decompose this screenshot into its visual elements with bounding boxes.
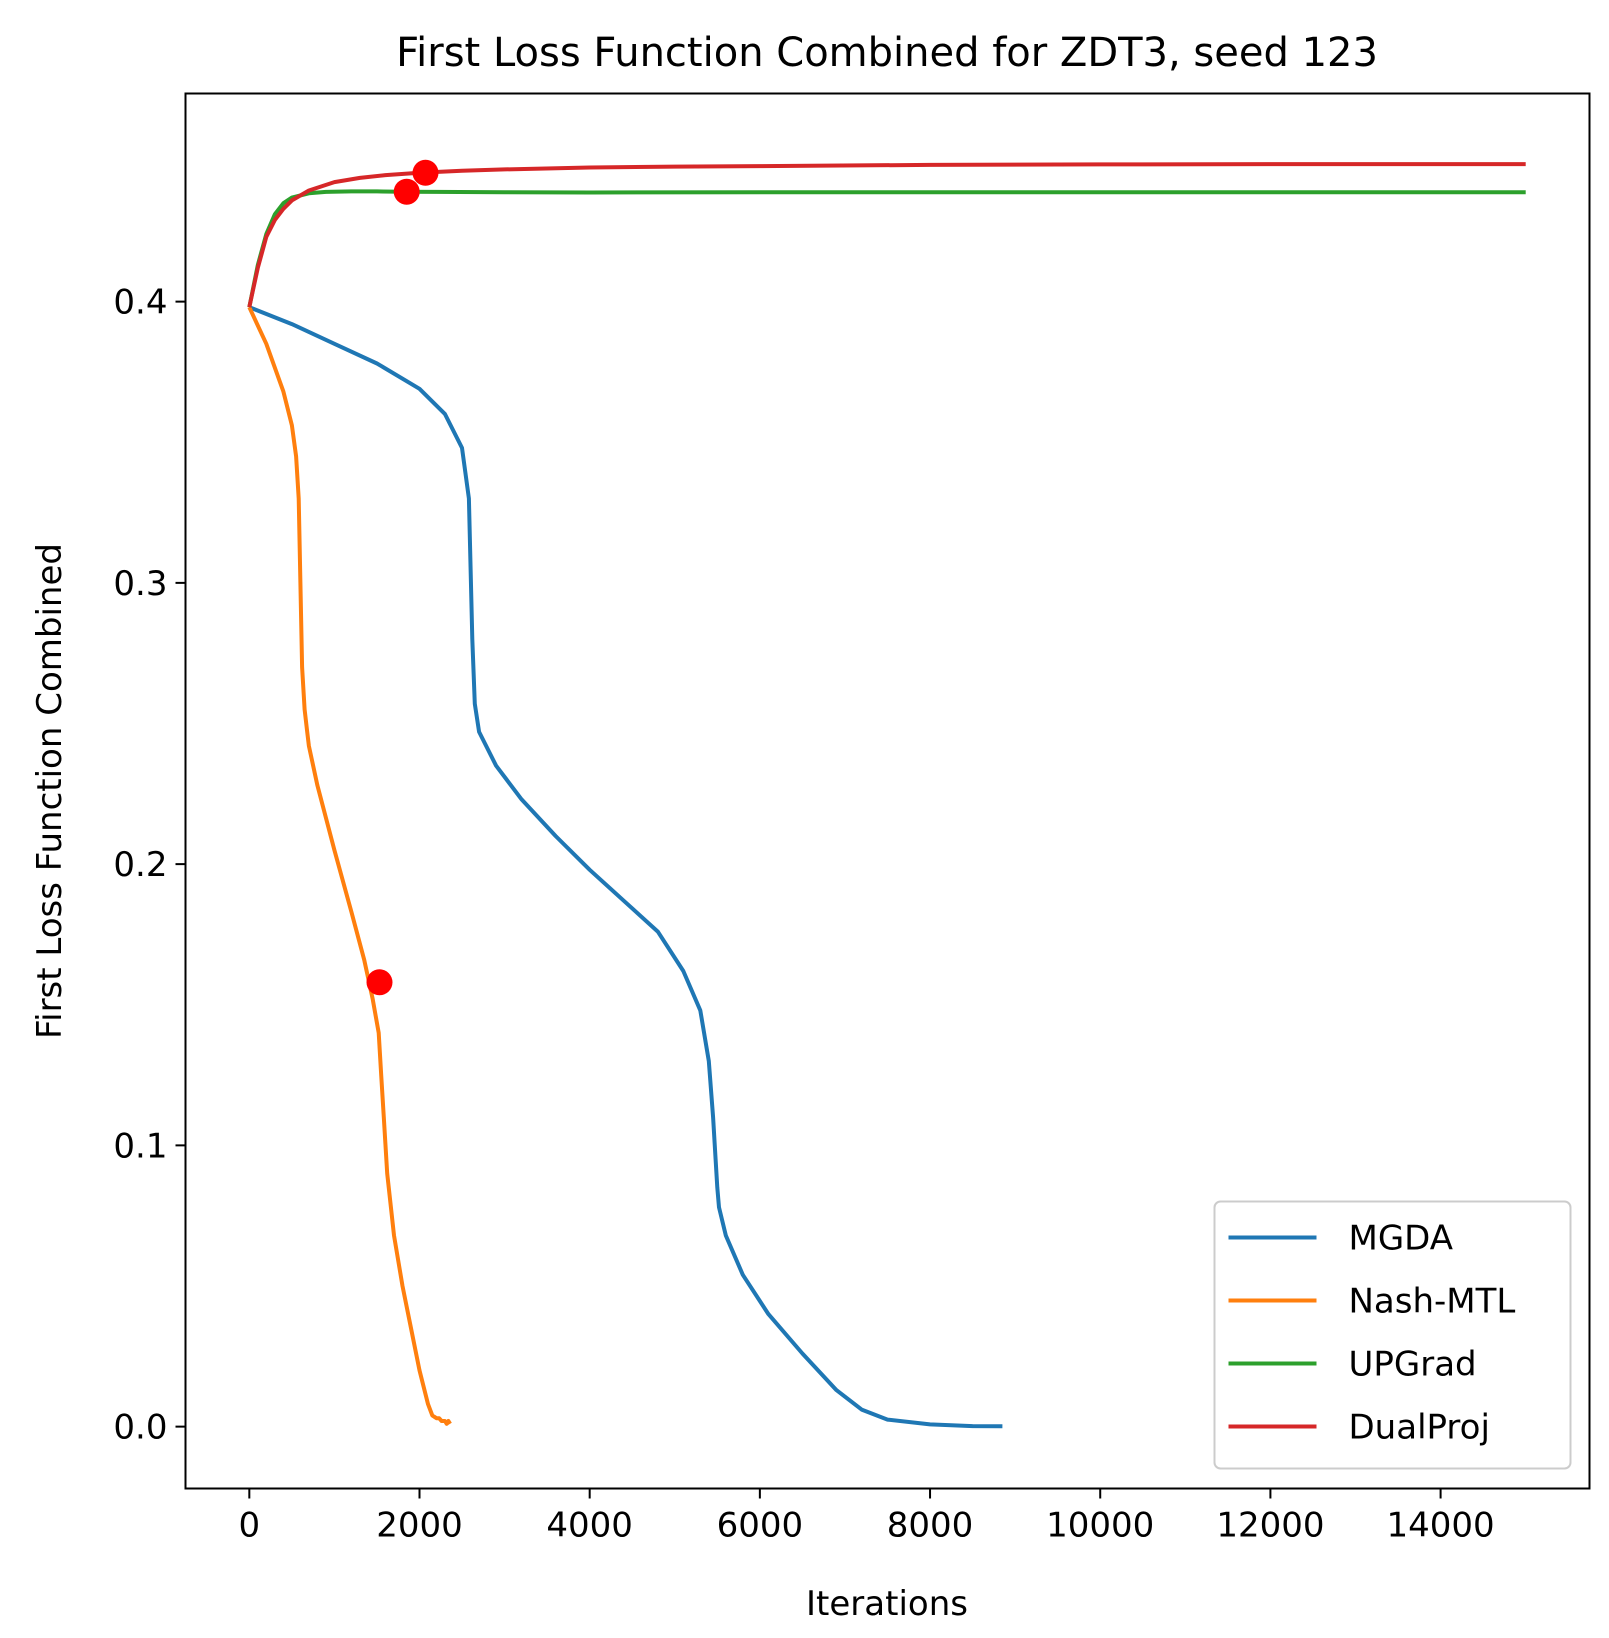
- x-axis: 0 2000 4000 6000 8000 10000 12000 14000: [238, 1488, 1495, 1546]
- legend-label: Nash-MTL: [1349, 1282, 1516, 1322]
- y-axis-label: First Loss Function Combined: [30, 543, 70, 1039]
- series-line-mgda: [248, 305, 1003, 1429]
- legend-label: UPGrad: [1349, 1345, 1477, 1385]
- x-tick-label: 2000: [376, 1506, 463, 1546]
- legend-label: MGDA: [1349, 1219, 1454, 1259]
- y-tick-label: 0.4: [113, 283, 167, 323]
- x-tick-label: 0: [238, 1506, 260, 1546]
- x-tick-label: 6000: [717, 1506, 804, 1546]
- series-line-nash-mtl: [247, 306, 452, 1426]
- point-marker-2: [393, 178, 420, 205]
- series-line-upgrad: [247, 189, 1526, 308]
- point-marker-1: [412, 159, 439, 186]
- x-tick-label: 8000: [887, 1506, 974, 1546]
- plot-frame: [184, 92, 1591, 1490]
- chart-title: First Loss Function Combined for ZDT3, s…: [396, 30, 1378, 76]
- y-tick-label: 0.3: [113, 564, 167, 604]
- y-tick-label: 0.0: [113, 1408, 167, 1448]
- x-axis-label: Iterations: [806, 1584, 968, 1624]
- marker-layer: [366, 159, 439, 996]
- legend: MGDA Nash-MTL UPGrad DualProj: [1213, 1200, 1572, 1470]
- legend-label: DualProj: [1349, 1408, 1490, 1448]
- y-tick-label: 0.1: [113, 1126, 167, 1166]
- y-axis: 0.0 0.1 0.2 0.3 0.4: [113, 283, 186, 1448]
- y-tick-label: 0.2: [113, 845, 167, 885]
- point-marker-3: [366, 969, 393, 996]
- x-tick-label: 14000: [1387, 1506, 1495, 1546]
- legend-box: [1213, 1200, 1572, 1470]
- x-tick-label: 4000: [546, 1506, 633, 1546]
- x-tick-label: 10000: [1046, 1506, 1154, 1546]
- x-tick-label: 12000: [1216, 1506, 1324, 1546]
